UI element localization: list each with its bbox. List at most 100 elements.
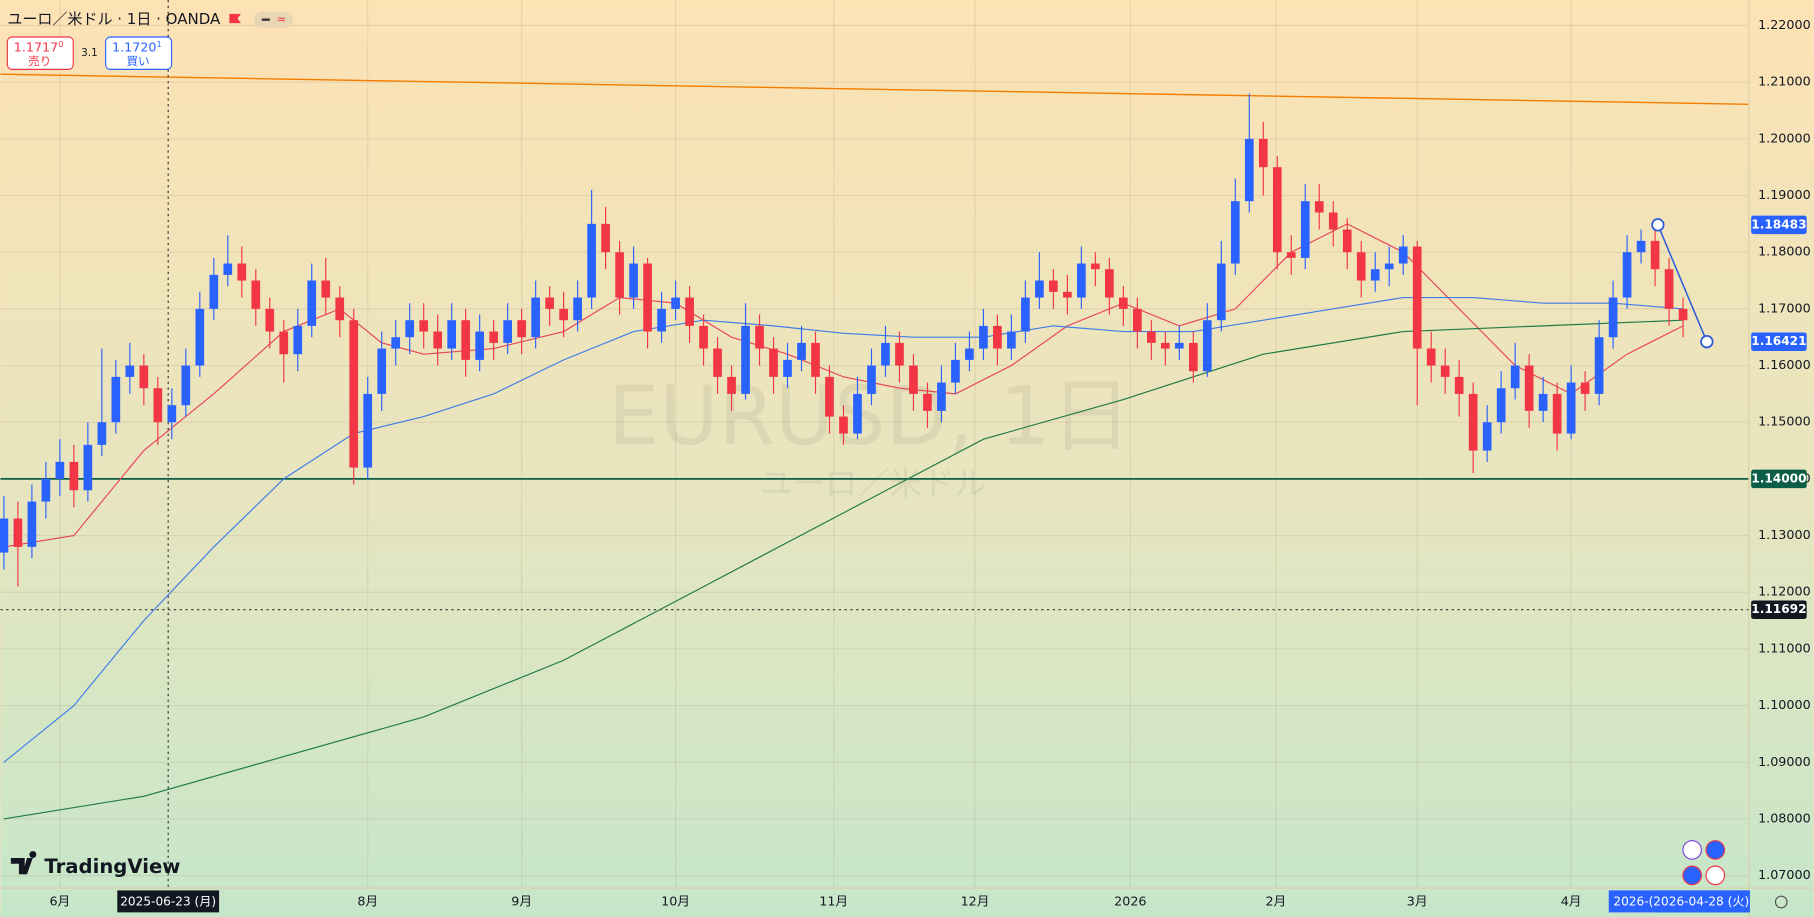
candle-body [1230,201,1240,264]
candle-body [223,263,233,275]
candle-body [447,320,457,349]
candle-body [1342,229,1352,253]
candle-body [1510,365,1520,389]
candle-body [741,325,750,394]
candle-body [1580,382,1590,394]
moving-average [3,319,1684,820]
buy-button[interactable] [105,36,173,70]
y-tick-label: 1.11000 [1758,640,1811,655]
candle-body [1356,252,1366,281]
candle-body [783,359,792,377]
candle-body [1091,263,1100,270]
candle-body [1258,138,1268,168]
candle-body [951,359,960,383]
x-tick-label: 2026 [1114,893,1146,908]
candle-body [1622,252,1632,298]
candle-body [531,297,540,338]
flag-icon[interactable] [229,13,241,24]
candle-body [1454,376,1464,394]
candle-body [573,297,582,321]
drawing-line [1657,224,1708,342]
candle-body [811,342,820,377]
icon[interactable] [1682,840,1703,860]
candle-body [1496,388,1506,423]
candle-body [1286,252,1296,258]
axes: 1.07000 1.08000 1.09000 1.10000 1.11000 1.120… [49,17,1811,913]
price-label: 1.16421 [1751,334,1806,348]
icon[interactable] [1705,840,1726,860]
y-tick-label: 1.19000 [1758,187,1811,202]
candle-body [559,308,568,321]
y-tick-label: 1.22000 [1758,17,1811,32]
end-date-hidden: 2026-( [1613,894,1653,908]
y-tick-label: 1.16000 [1758,357,1811,372]
logo-text: TradingView [44,855,180,878]
icon[interactable] [1682,865,1703,886]
candle-body [363,393,373,468]
candle-body [461,320,471,360]
candle-body [797,342,806,360]
trendline [0,73,1749,105]
status-pill[interactable] [253,11,293,28]
candle-body [27,501,37,547]
candle-body [923,393,932,411]
candle-body [503,320,512,343]
y-tick-label: 1.18000 [1758,244,1811,259]
candle-body [307,280,317,326]
candle-body [55,461,65,479]
y-tick-label: 1.15000 [1758,414,1811,429]
candle-body [1566,382,1576,434]
symbol-title[interactable]: ユーロ／米ドル · 1日 · OANDA [7,10,221,28]
candle-body [1300,201,1310,258]
settings-icon[interactable] [1774,895,1788,909]
candle-body [713,348,722,377]
candle-body [1412,246,1422,349]
candle-body [853,393,862,434]
candle-body [1272,167,1282,253]
spread: 3.1 [81,47,98,59]
icon[interactable] [1705,865,1726,886]
candle-body [1244,138,1254,202]
x-tick-label: 11月 [819,893,848,908]
x-tick-label: 2月 [1265,893,1286,908]
x-tick-label: 6月 [49,893,70,908]
candle-body [97,422,107,445]
x-tick-label: 12月 [961,893,990,908]
drawing-handle [1651,218,1665,232]
candle-body [1524,365,1534,411]
candle-body [1370,269,1380,281]
candle-body [755,325,764,349]
candle-body [293,325,303,355]
y-tick-label: 1.20000 [1758,130,1811,145]
candle-body [1552,393,1562,434]
candle-body [1482,422,1492,451]
price-label-box [1751,469,1807,489]
sell-button[interactable] [6,36,74,70]
candle-body [727,376,736,394]
x-tick-label: 3月 [1407,893,1428,908]
candle-body [769,348,778,377]
candle-body [629,263,638,298]
candle-body [1538,393,1548,411]
candle-body [209,274,219,309]
candle-body [587,223,596,298]
candle-body [643,263,652,332]
candle-body [1077,263,1086,298]
candle-body [489,331,498,343]
candle-body [111,376,121,423]
candle-body [1063,291,1072,298]
plot: EURUSD, 1日 ユーロ／米ドル [0,0,1749,889]
candle-body [1174,342,1184,349]
end-date: 2026-04-28 (火) [1653,894,1749,908]
candle-body [1216,263,1226,321]
candle-body [1035,280,1044,298]
candle-body [1608,297,1618,338]
price-label: 1.18483 [1751,217,1806,231]
candle-body [237,263,247,281]
candle-body [265,308,275,332]
y-tick-label: 1.13000 [1758,527,1811,542]
candle-body [993,325,1002,349]
candle-body [181,365,191,406]
candle-body [83,444,93,491]
